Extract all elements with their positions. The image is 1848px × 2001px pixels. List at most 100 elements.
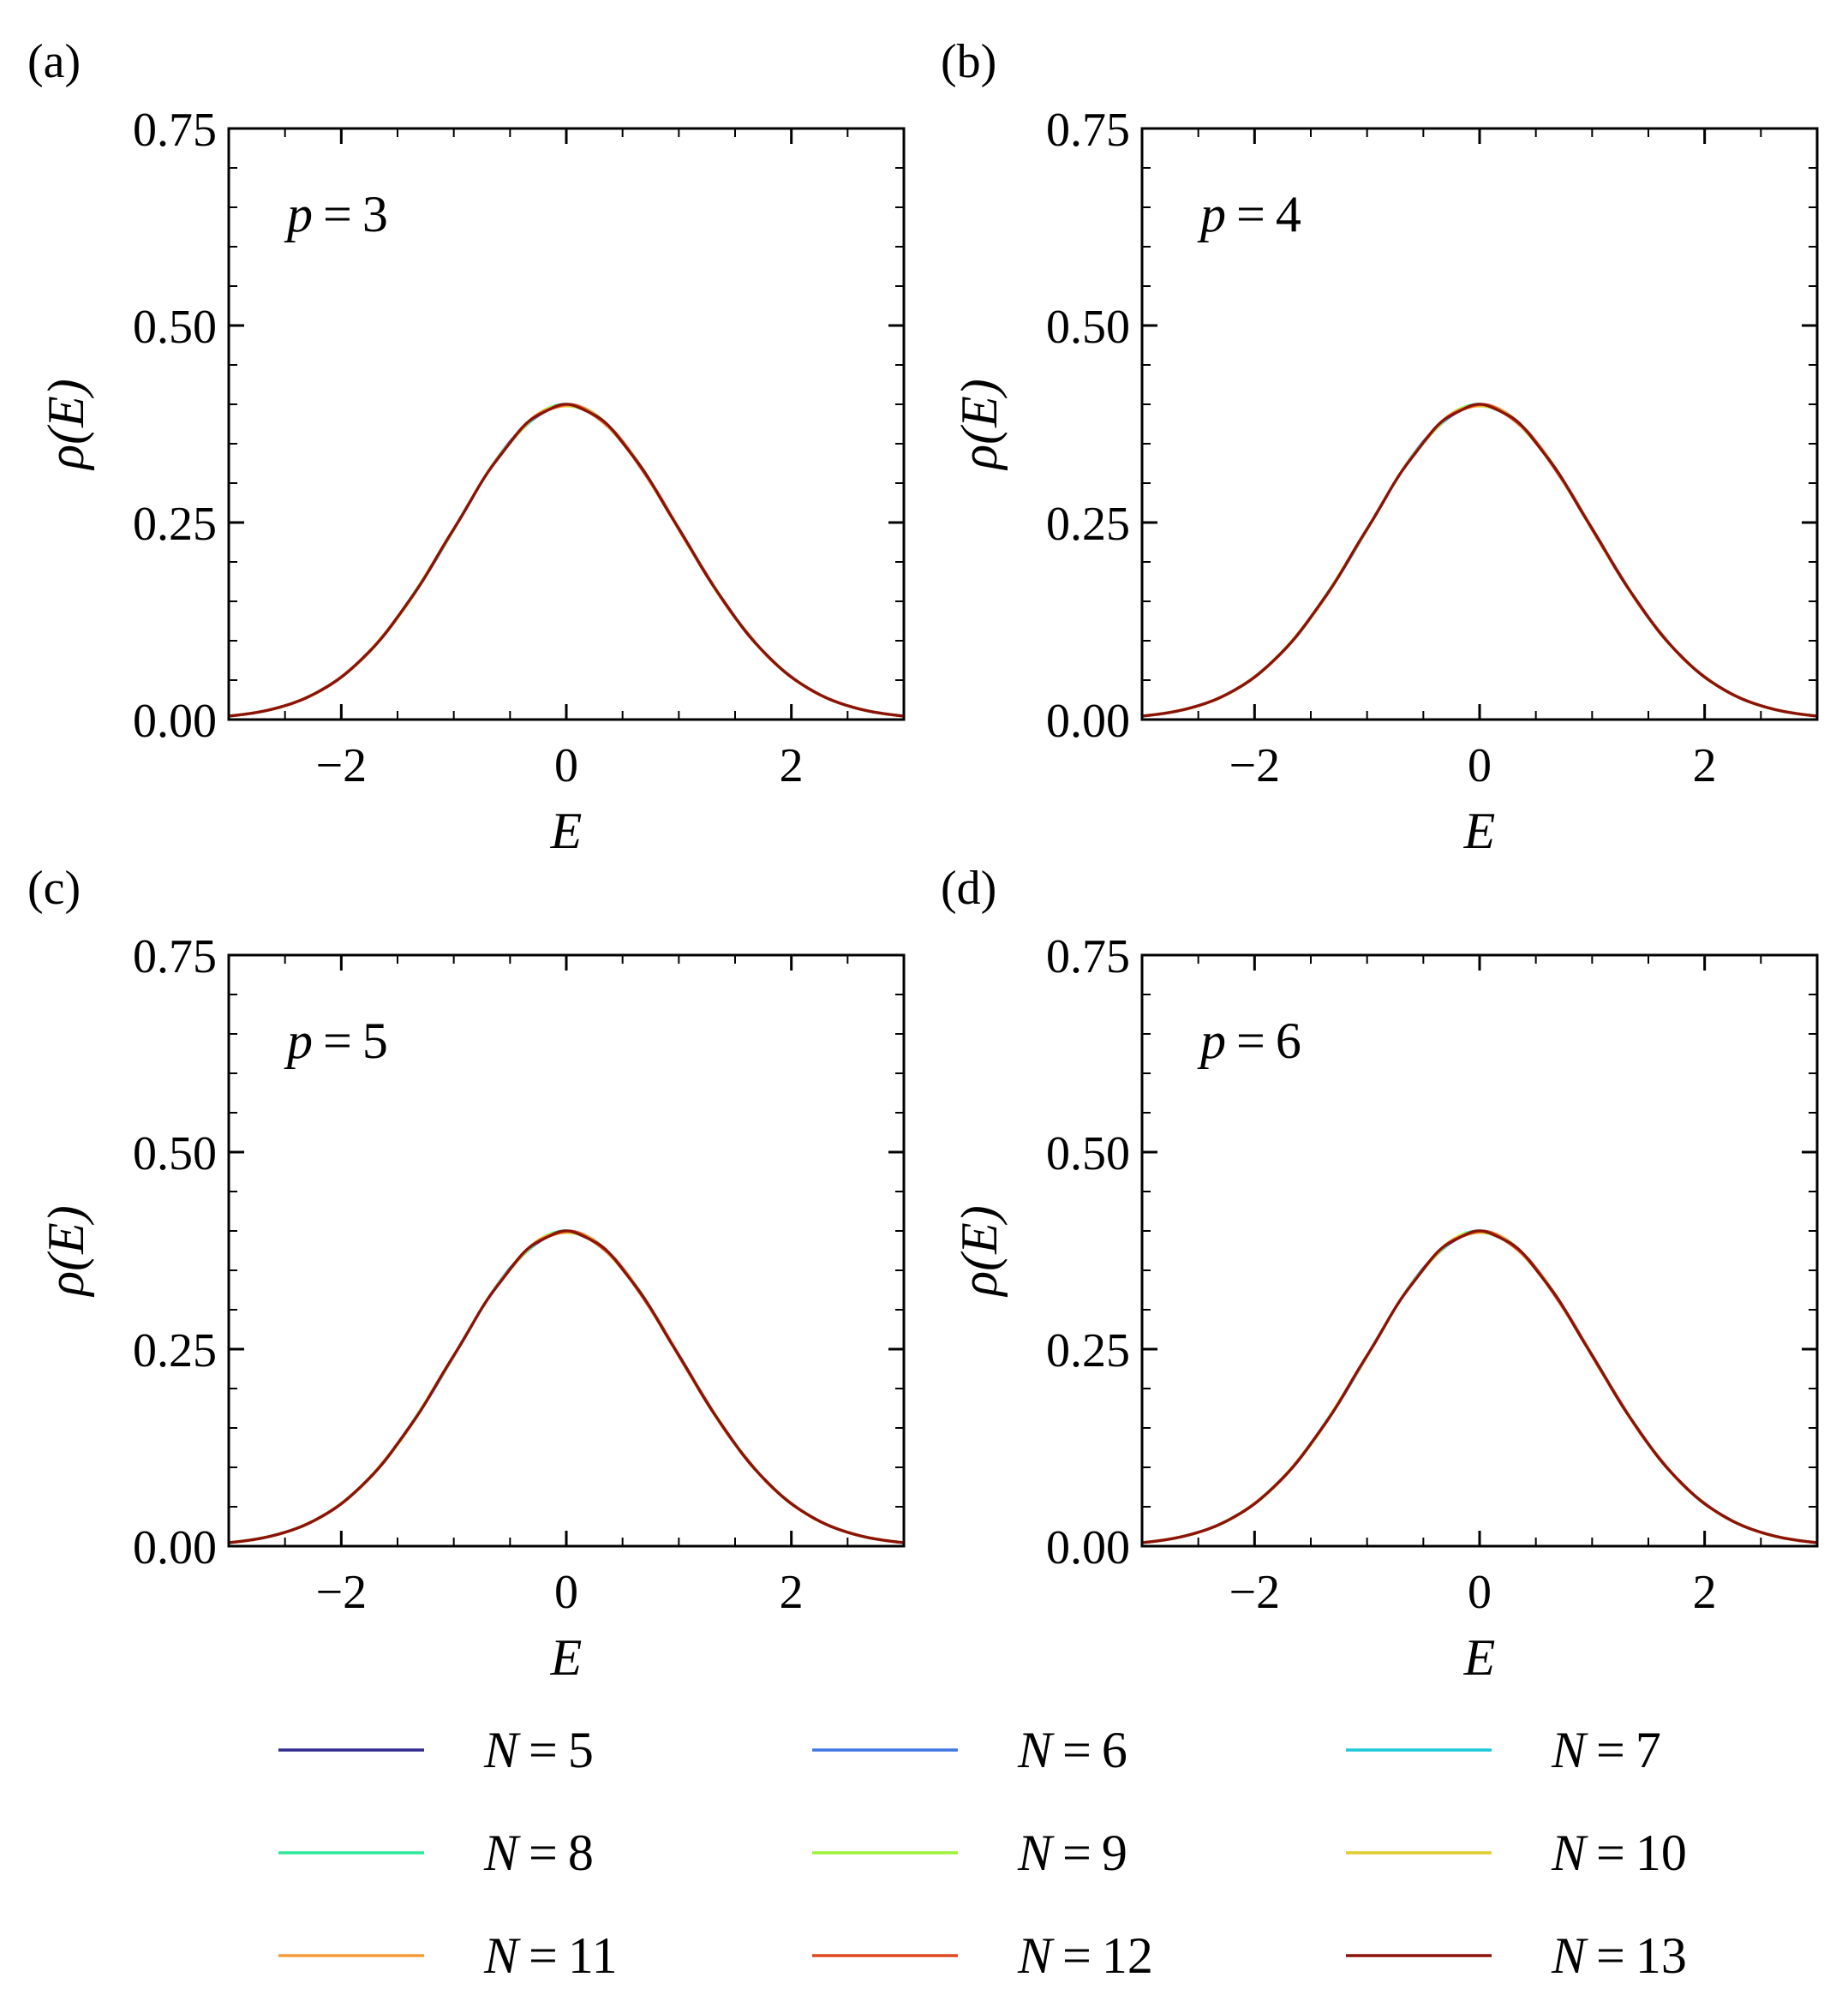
series-line-6: [228, 403, 905, 718]
y-tick-label: 0.00: [1046, 1521, 1130, 1574]
series-line-6: [1141, 1229, 1818, 1544]
x-tick-label: −2: [1229, 739, 1281, 792]
panel-label: (d): [941, 862, 996, 915]
legend-label: N = 11: [483, 1927, 618, 1984]
legend-variable: N: [483, 1927, 521, 1984]
annotation-value: 4: [1276, 186, 1301, 242]
legend-label: N = 5: [483, 1722, 594, 1778]
series-line-13: [228, 403, 905, 718]
legend-item-8: N = 8: [278, 1825, 594, 1881]
legend-value: 11: [568, 1927, 618, 1984]
series-line-8: [1141, 1229, 1818, 1544]
chart-panel-1: (a) −2 0 2 0.00 0.25 0.50 0.75 Eρ(E) p = 3: [27, 35, 906, 859]
x-tick-label: 2: [1693, 1566, 1717, 1619]
legend-variable: N: [1017, 1825, 1055, 1881]
series-line-10: [228, 404, 905, 718]
y-tick-label: 0.75: [133, 104, 217, 157]
series-line-5: [1141, 403, 1818, 718]
legend-item-13: N = 13: [1346, 1927, 1687, 1984]
legend-variable: N: [1551, 1722, 1588, 1778]
x-tick-label: 2: [1693, 739, 1717, 792]
y-tick-label: 0.75: [1046, 930, 1130, 983]
annotation-variable: p: [284, 186, 313, 242]
legend-equals: =: [518, 1722, 568, 1778]
x-axis-label: E: [550, 1629, 583, 1686]
series-line-11: [228, 403, 905, 718]
series-line-10: [1141, 1231, 1818, 1544]
legend-variable: N: [1017, 1722, 1055, 1778]
y-axis-label: ρ(E): [951, 379, 1008, 470]
legend-variable: N: [1017, 1927, 1055, 1984]
legend-equals: =: [518, 1825, 568, 1881]
x-tick-label: 0: [1468, 1566, 1492, 1619]
y-tick-label: 0.50: [133, 1127, 217, 1180]
series-line-5: [228, 403, 905, 718]
legend-value: 5: [568, 1722, 594, 1778]
x-axis-label: E: [550, 803, 583, 859]
x-tick-label: 0: [554, 739, 578, 792]
y-tick-label: 0.50: [133, 301, 217, 354]
y-tick-label: 0.00: [133, 695, 217, 748]
panel-annotation: p = 6: [1197, 1012, 1301, 1069]
x-tick-label: −2: [316, 1566, 368, 1619]
x-tick-label: 2: [780, 1566, 804, 1619]
series-line-12: [228, 1229, 905, 1544]
series-line-13: [228, 1229, 905, 1544]
y-tick-label: 0.25: [1046, 1324, 1130, 1377]
legend-equals: =: [1052, 1722, 1102, 1778]
legend-item-9: N = 9: [812, 1825, 1127, 1881]
chart-panel-3: (c) −2 0 2 0.00 0.25 0.50 0.75 Eρ(E) p = 5: [27, 862, 906, 1686]
x-tick-label: 0: [554, 1566, 578, 1619]
legend-item-11: N = 11: [278, 1927, 618, 1984]
x-tick-label: 2: [780, 739, 804, 792]
legend-item-5: N = 5: [278, 1722, 594, 1778]
legend-label: N = 10: [1551, 1825, 1687, 1881]
legend-label: N = 9: [1017, 1825, 1127, 1881]
series-line-13: [1141, 1229, 1818, 1544]
y-axis-label: ρ(E): [951, 1205, 1008, 1297]
y-tick-label: 0.25: [133, 1324, 217, 1377]
legend-label: N = 6: [1017, 1722, 1127, 1778]
panel-annotation: p = 3: [284, 186, 388, 242]
legend-equals: =: [1586, 1927, 1636, 1984]
series-line-10: [228, 1231, 905, 1544]
legend-value: 13: [1636, 1927, 1687, 1984]
y-tick-label: 0.25: [1046, 498, 1130, 551]
chart-panel-4: (d) −2 0 2 0.00 0.25 0.50 0.75 Eρ(E) p = 6: [941, 862, 1819, 1686]
series-line-6: [228, 1229, 905, 1544]
series-line-8: [228, 403, 905, 718]
panel-annotation: p = 4: [1197, 186, 1301, 242]
legend-value: 8: [568, 1825, 594, 1881]
legend-equals: =: [1052, 1825, 1102, 1881]
legend-value: 12: [1102, 1927, 1153, 1984]
annotation-value: 5: [362, 1012, 388, 1069]
legend-variable: N: [483, 1722, 521, 1778]
series-line-5: [228, 1230, 905, 1544]
annotation-equals: =: [313, 186, 362, 242]
series-line-7: [1141, 403, 1818, 718]
y-axis-label: ρ(E): [38, 379, 94, 470]
series-line-7: [1141, 1229, 1818, 1544]
series-line-6: [1141, 403, 1818, 718]
annotation-equals: =: [313, 1012, 362, 1069]
legend-label: N = 12: [1017, 1927, 1153, 1984]
y-tick-label: 0.50: [1046, 301, 1130, 354]
y-tick-label: 0.50: [1046, 1127, 1130, 1180]
y-tick-label: 0.00: [1046, 695, 1130, 748]
series-line-12: [228, 403, 905, 718]
legend-variable: N: [1551, 1927, 1588, 1984]
y-tick-label: 0.75: [1046, 104, 1130, 157]
legend-value: 6: [1102, 1722, 1127, 1778]
panel-label: (b): [941, 35, 996, 88]
y-tick-label: 0.75: [133, 930, 217, 983]
annotation-value: 3: [362, 186, 388, 242]
legend-equals: =: [1586, 1722, 1636, 1778]
legend-variable: N: [1551, 1825, 1588, 1881]
legend-item-12: N = 12: [812, 1927, 1153, 1984]
series-line-9: [228, 404, 905, 718]
series-line-7: [228, 403, 905, 718]
panel-label: (c): [27, 862, 81, 915]
y-axis-label: ρ(E): [38, 1205, 94, 1297]
annotation-equals: =: [1226, 186, 1276, 242]
